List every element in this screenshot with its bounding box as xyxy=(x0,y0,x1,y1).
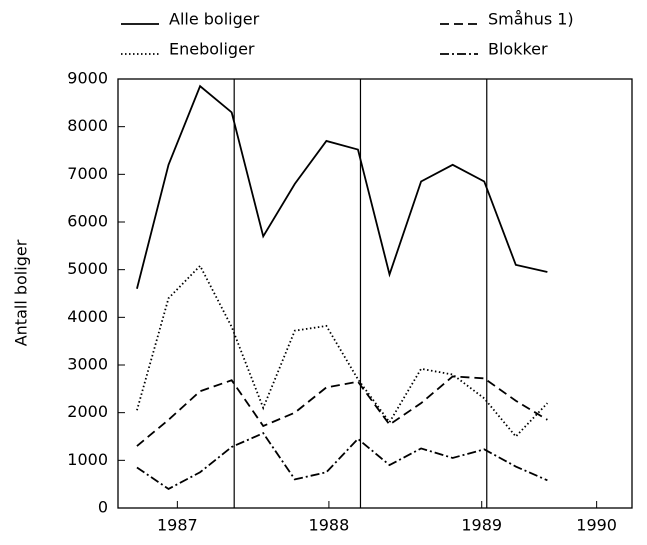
legend-label: Småhus 1) xyxy=(488,10,574,29)
y-tick-label: 8000 xyxy=(67,116,108,135)
y-tick-label: 7000 xyxy=(67,164,108,183)
x-tick-label: 1990 xyxy=(576,516,617,535)
series-line xyxy=(136,375,548,447)
y-tick-label: 3000 xyxy=(67,355,108,374)
x-tick-label: 1987 xyxy=(157,516,198,535)
legend-label: Alle boliger xyxy=(169,10,260,29)
series-line xyxy=(136,264,549,438)
y-tick-label: 0 xyxy=(98,498,108,517)
y-tick-label: 1000 xyxy=(67,450,108,469)
y-axis-label: Antall boliger xyxy=(12,239,31,346)
series-line xyxy=(136,432,548,490)
y-tick-label: 4000 xyxy=(67,307,108,326)
legend-label: Blokker xyxy=(488,40,548,59)
y-tick-label: 9000 xyxy=(67,69,108,88)
y-tick-label: 2000 xyxy=(67,402,108,421)
y-tick-label: 5000 xyxy=(67,259,108,278)
series-line xyxy=(136,84,548,289)
x-tick-label: 1989 xyxy=(461,516,502,535)
plot-frame xyxy=(117,78,633,509)
legend-label: Eneboliger xyxy=(169,40,255,59)
x-tick-label: 1988 xyxy=(309,516,350,535)
y-tick-label: 6000 xyxy=(67,212,108,231)
